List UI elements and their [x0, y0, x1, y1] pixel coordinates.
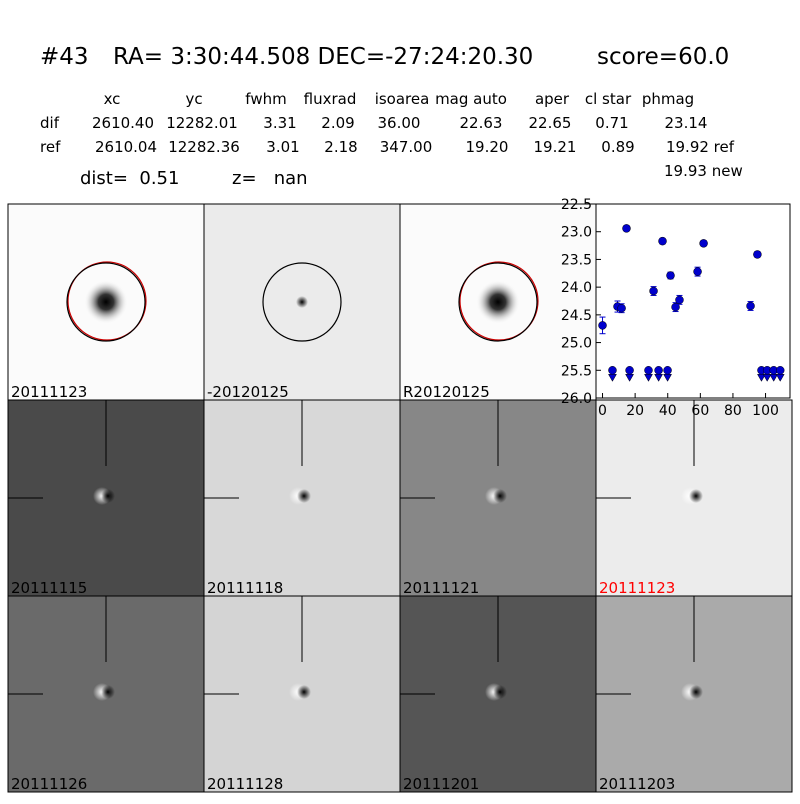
source [689, 489, 703, 503]
y-tick-label: 24.5 [561, 308, 592, 324]
column-header: isoarea [375, 90, 430, 108]
redshift: z= nan [232, 168, 308, 189]
cell: 2610.04 [95, 138, 157, 156]
panel-label: 20111121 [403, 579, 479, 597]
y-tick-label: 23.0 [561, 225, 592, 241]
chart: 22.5 23.0 23.5 24.0 24.5 25.0 25.5 26.0 0 20 40 60 8… [561, 197, 791, 419]
source [297, 685, 311, 699]
x-tick-label: 100 [752, 403, 779, 419]
column-header: cl star [585, 90, 632, 108]
cell: 12282.36 [168, 138, 240, 156]
row-label: ref [40, 138, 61, 156]
point [608, 366, 617, 375]
point [671, 302, 680, 312]
source [493, 685, 507, 699]
point [753, 250, 762, 259]
y-tick-label: 25.0 [561, 336, 592, 352]
cell: 19.20 [466, 138, 509, 156]
column-header: fluxrad [304, 90, 357, 108]
y-tick-label: 26.0 [561, 391, 592, 407]
aperture [458, 262, 538, 342]
source [101, 685, 115, 699]
cell: 12282.01 [166, 114, 238, 132]
point [666, 271, 675, 280]
source [493, 489, 507, 503]
row-label: dif [40, 114, 60, 132]
point [658, 236, 667, 246]
aperture [66, 262, 146, 342]
dist: dist= 0.51 [80, 168, 179, 189]
table: xc yc fwhm fluxrad isoarea mag auto aper cl sta… [40, 90, 735, 156]
cell: 19.21 [534, 138, 577, 156]
column-header: aper [535, 90, 570, 108]
source [689, 685, 703, 699]
column-header: fwhm [245, 90, 286, 108]
plot-area [595, 203, 791, 399]
source [101, 489, 115, 503]
cell: 2.18 [324, 138, 357, 156]
cell: 23.14 [665, 114, 708, 132]
source [296, 296, 308, 308]
x-tick-label: 60 [691, 403, 709, 419]
cell: 347.00 [380, 138, 433, 156]
point [663, 366, 672, 375]
point [675, 295, 684, 305]
new-mag: 19.93 new [664, 162, 743, 180]
cell: 0.89 [601, 138, 634, 156]
panel-label: R20120125 [403, 383, 490, 401]
aperture-red [459, 261, 539, 341]
panel-label: 20111123 [11, 383, 87, 401]
panel-label: 20111123 [599, 579, 675, 597]
panels: 20111123 -20120125 R20120125 20111115 201111… [7, 203, 793, 793]
cell: 3.31 [263, 114, 296, 132]
panel-label: 20111201 [403, 775, 479, 793]
source [476, 280, 520, 324]
cell: 3.01 [266, 138, 299, 156]
point [617, 303, 626, 313]
cell: 2.09 [321, 114, 354, 132]
point [649, 286, 658, 296]
x-tick-label: 40 [659, 403, 677, 419]
aperture [262, 262, 342, 342]
x-tick-label: 20 [626, 403, 644, 419]
source [84, 280, 128, 324]
point [775, 366, 785, 375]
coordinates: RA= 3:30:44.508 DEC=-27:24:20.30 [113, 44, 533, 70]
aperture-red [67, 261, 147, 341]
cell: 22.65 [529, 114, 572, 132]
point [625, 366, 634, 375]
y-tick-label: 23.5 [561, 252, 592, 268]
point [598, 321, 607, 330]
cell: 2610.40 [92, 114, 154, 132]
y-tick-label: 25.5 [561, 363, 592, 379]
source [297, 489, 311, 503]
panel-label: 20111115 [11, 579, 87, 597]
column-header: mag auto [435, 90, 507, 108]
point [622, 224, 631, 233]
point [644, 366, 653, 375]
column-header: xc [104, 90, 121, 108]
y-tick-label: 22.5 [561, 197, 592, 213]
panel-label: 20111128 [207, 775, 283, 793]
column-header: phmag [642, 90, 694, 108]
x-tick-label: 80 [724, 403, 742, 419]
point [699, 239, 708, 248]
x-tick-label: 0 [598, 403, 607, 419]
cell: 19.92 ref [666, 138, 735, 156]
y-tick-label: 24.0 [561, 280, 592, 296]
cell: 36.00 [378, 114, 421, 132]
panel-label: 20111126 [11, 775, 87, 793]
point [693, 267, 702, 276]
panel-label: 20111118 [207, 579, 283, 597]
panel-label: 20111203 [599, 775, 675, 793]
panel-label: -20120125 [207, 383, 289, 401]
column-header: yc [185, 90, 202, 108]
candidate-id: #43 [40, 44, 89, 70]
point [654, 366, 663, 375]
point [746, 301, 755, 311]
cell: 0.71 [595, 114, 628, 132]
cell: 22.63 [460, 114, 503, 132]
score: score=60.0 [597, 44, 729, 70]
